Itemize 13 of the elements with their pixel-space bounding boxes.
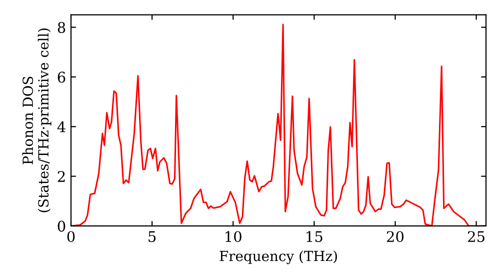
x-tick-label: 15 xyxy=(306,231,322,242)
y-tick-label: 6 xyxy=(58,72,66,83)
x-axis-title: Frequency (THz) xyxy=(220,250,337,264)
x-tick-label: 20 xyxy=(386,231,404,242)
y-tick-label: 0 xyxy=(58,220,66,232)
y-tick-label: 4 xyxy=(57,121,66,132)
x-tick-label: 10 xyxy=(226,231,242,242)
y-tick-label: 2 xyxy=(58,171,65,182)
y-tick-label: 8 xyxy=(58,22,66,34)
y-axis-title: Phonon DOS (States/THz·primitive cell) xyxy=(22,28,52,212)
x-tick-label: 25 xyxy=(468,231,484,242)
x-tick-label: 0 xyxy=(67,231,75,242)
x-tick-label: 5 xyxy=(148,231,156,242)
